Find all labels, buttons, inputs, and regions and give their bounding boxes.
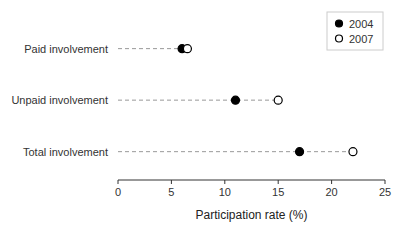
x-axis-label: Participation rate (%)	[195, 208, 307, 222]
dot	[274, 96, 282, 104]
guide-line	[118, 48, 187, 49]
x-tick-label: 20	[325, 186, 337, 198]
legend-box	[327, 12, 383, 50]
dot	[296, 148, 304, 156]
guide-line	[118, 100, 278, 101]
x-tick	[331, 180, 332, 184]
legend-label: 2004	[349, 18, 373, 30]
x-tick	[385, 180, 386, 184]
y-tick-label: Unpaid involvement	[11, 94, 108, 106]
legend-marker	[336, 20, 343, 27]
guide-line	[118, 151, 353, 152]
y-tick-label: Total involvement	[23, 146, 108, 158]
dot	[183, 45, 191, 53]
x-tick	[278, 180, 279, 184]
y-tick-label: Paid involvement	[24, 43, 108, 55]
x-tick-label: 0	[115, 186, 121, 198]
chart: 0 5 10 15 20 25 Participation rate (%) Paid inv…	[0, 0, 397, 227]
x-tick-label: 15	[272, 186, 284, 198]
dot	[231, 96, 239, 104]
x-tick-label: 5	[168, 186, 174, 198]
x-axis	[118, 180, 385, 181]
dot	[349, 148, 357, 156]
x-tick-label: 10	[219, 186, 231, 198]
legend-label: 2007	[349, 33, 373, 45]
legend-marker	[336, 35, 343, 42]
plot-area	[118, 45, 357, 156]
x-tick	[118, 180, 119, 184]
x-tick	[224, 180, 225, 184]
x-tick-label: 25	[379, 186, 391, 198]
legend: 2004 2007	[327, 12, 383, 50]
x-tick	[171, 180, 172, 184]
